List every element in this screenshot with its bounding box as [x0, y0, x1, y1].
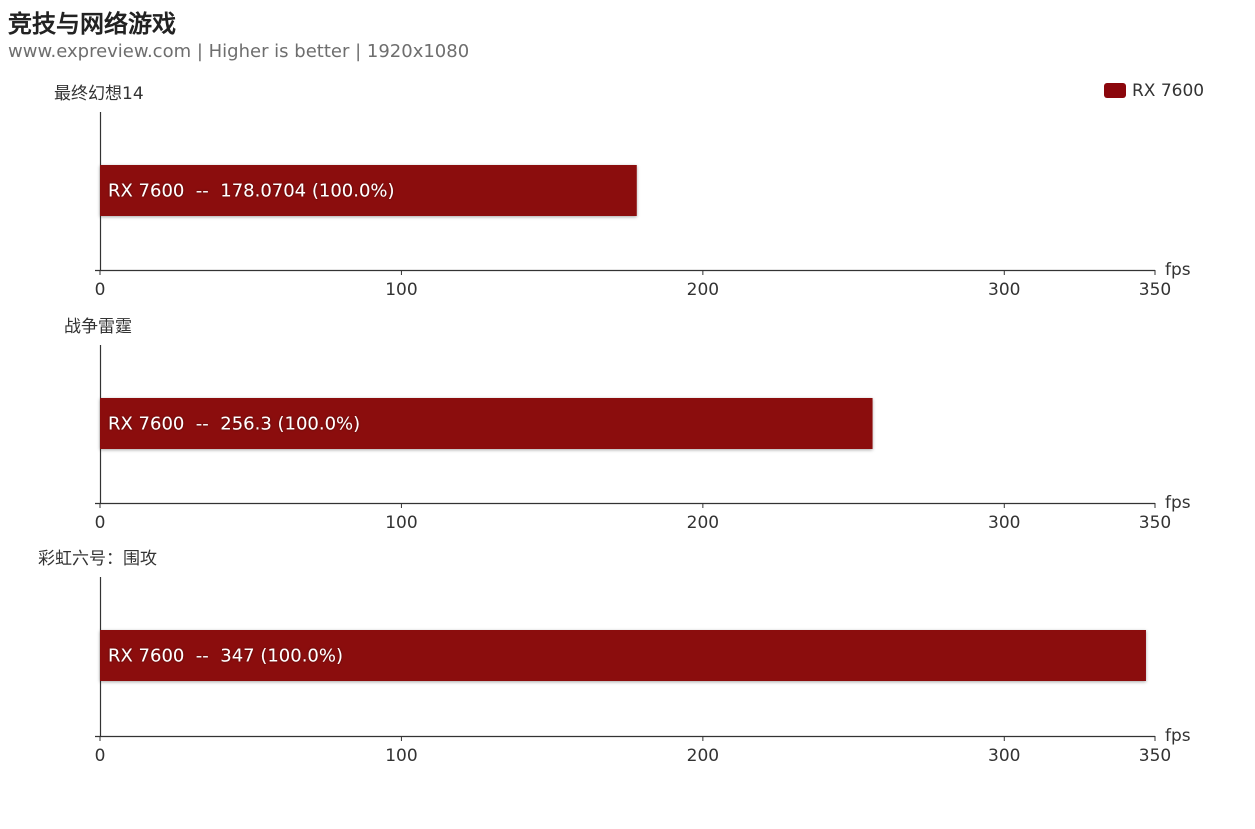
bar-label: RX 7600 -- 256.3 (100.0%) — [108, 414, 360, 435]
x-tick-label: 350 — [1139, 746, 1171, 766]
bar[interactable] — [100, 165, 637, 216]
x-unit-label: fps — [1165, 493, 1191, 513]
bar[interactable] — [100, 398, 873, 449]
x-tick-label: 0 — [95, 513, 106, 533]
x-tick-label: 200 — [687, 746, 719, 766]
x-tick-label: 200 — [687, 280, 719, 300]
page-subtitle: www.expreview.com | Higher is better | 1… — [8, 41, 470, 62]
x-tick-label: 200 — [687, 513, 719, 533]
legend-swatch — [1104, 83, 1126, 98]
x-tick-label: 300 — [988, 280, 1020, 300]
panel-title: 最终幻想14 — [54, 84, 144, 104]
page-title: 竞技与网络游戏 — [8, 10, 176, 38]
legend-label: RX 7600 — [1132, 81, 1204, 101]
bar[interactable] — [100, 630, 1146, 681]
x-tick-label: 100 — [385, 280, 417, 300]
bar-label: RX 7600 -- 178.0704 (100.0%) — [108, 181, 395, 202]
x-unit-label: fps — [1165, 726, 1191, 746]
x-tick-label: 100 — [385, 513, 417, 533]
x-tick-label: 300 — [988, 746, 1020, 766]
x-tick-label: 100 — [385, 746, 417, 766]
x-unit-label: fps — [1165, 260, 1191, 280]
x-tick-label: 0 — [95, 746, 106, 766]
x-tick-label: 350 — [1139, 513, 1171, 533]
x-tick-label: 300 — [988, 513, 1020, 533]
panel-title: 战争雷霆 — [64, 317, 132, 337]
bar-label: RX 7600 -- 347 (100.0%) — [108, 646, 343, 667]
panel-title: 彩虹六号：围攻 — [38, 549, 157, 569]
x-tick-label: 0 — [95, 280, 106, 300]
legend[interactable]: RX 7600 — [1104, 81, 1204, 101]
x-tick-label: 350 — [1139, 280, 1171, 300]
